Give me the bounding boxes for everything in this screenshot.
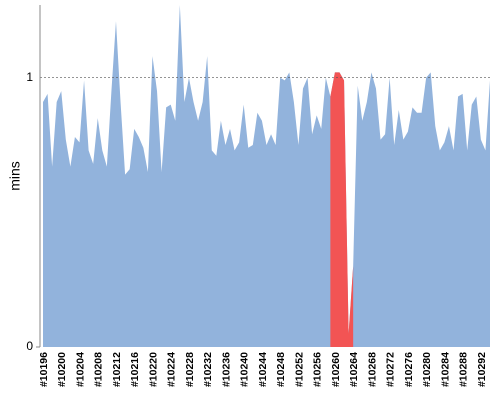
- x-tick-label: #10224: [166, 352, 178, 387]
- x-tick-label: #10248: [275, 352, 287, 387]
- x-tick-label: #10252: [293, 352, 305, 387]
- x-tick-label: #10284: [439, 352, 451, 387]
- x-tick-label: #10256: [312, 352, 324, 387]
- x-tick-label: #10196: [38, 352, 50, 387]
- x-tick-label: #10216: [129, 352, 141, 387]
- x-tick-label: #10200: [56, 352, 68, 387]
- x-tick-label: #10260: [330, 352, 342, 387]
- x-tick-label: #10212: [111, 352, 123, 387]
- x-tick-label: #10208: [93, 352, 105, 387]
- x-tick-label: #10228: [184, 352, 196, 387]
- x-tick-label: #10220: [147, 352, 159, 387]
- x-tick-label: #10236: [220, 352, 232, 387]
- x-tick-label: #10264: [348, 352, 360, 387]
- x-tick-label: #10204: [74, 352, 86, 387]
- x-tick-label: #10268: [366, 352, 378, 387]
- area: [43, 5, 490, 347]
- y-tick-label: 0: [26, 339, 33, 353]
- x-tick-label: #10232: [202, 352, 214, 387]
- x-tick-label: #10280: [421, 352, 433, 387]
- x-tick-label: #10240: [239, 352, 251, 387]
- x-tick-label: #10292: [476, 352, 488, 387]
- y-axis-label: mins: [7, 161, 23, 191]
- x-tick-label: #10288: [458, 352, 470, 387]
- x-tick-label: #10276: [403, 352, 415, 387]
- area: [330, 72, 354, 347]
- x-tick-label: #10244: [257, 352, 269, 387]
- x-tick-label: #10272: [385, 352, 397, 387]
- y-tick-label: 1: [26, 70, 33, 84]
